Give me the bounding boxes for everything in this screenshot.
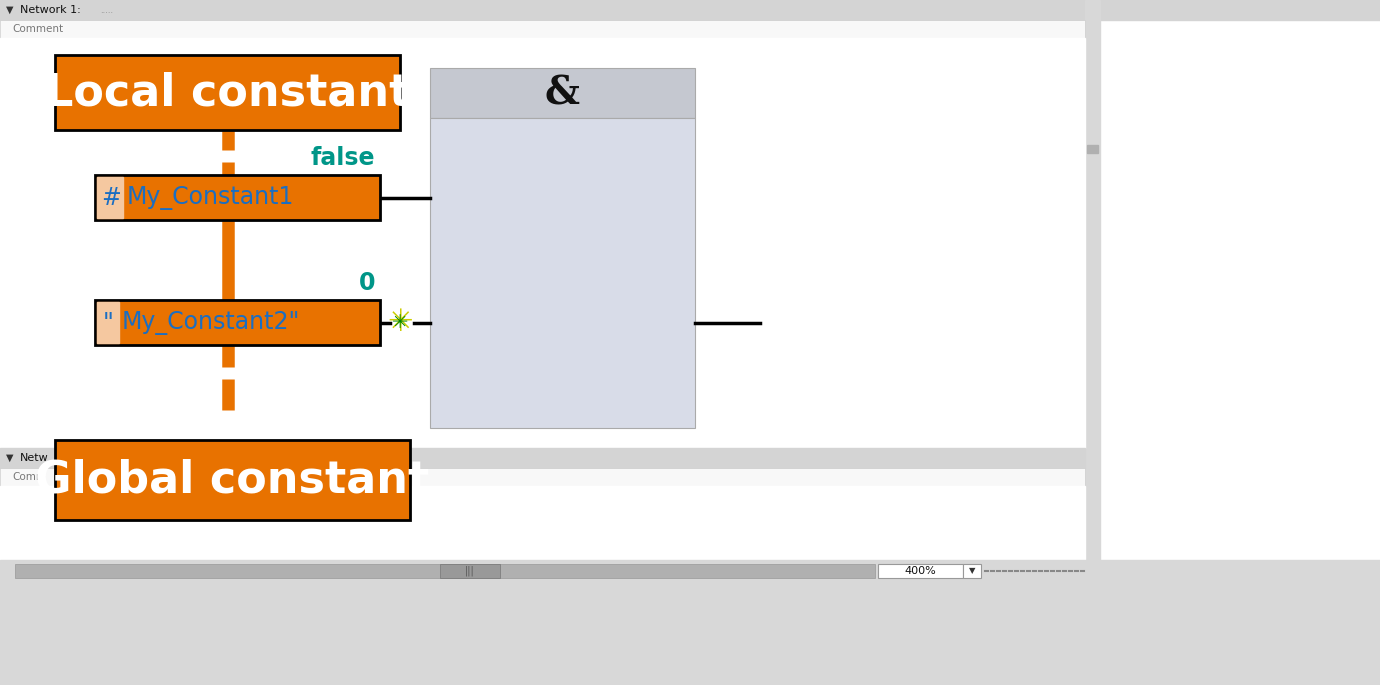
- Text: ▼: ▼: [6, 5, 14, 15]
- Bar: [15, 564, 875, 578]
- Text: Network 1:: Network 1:: [19, 5, 81, 15]
- Text: &: &: [545, 74, 580, 112]
- Bar: [0, 486, 1085, 566]
- Bar: [0, 0, 1380, 20]
- Text: ": ": [102, 310, 113, 334]
- Bar: [963, 564, 981, 578]
- Text: My_Constant1: My_Constant1: [127, 186, 294, 210]
- Bar: [97, 302, 119, 343]
- Bar: [55, 55, 400, 130]
- Text: .....: .....: [99, 5, 113, 14]
- Text: ▼: ▼: [6, 453, 14, 463]
- Text: My_Constant2": My_Constant2": [121, 310, 301, 334]
- Bar: [878, 564, 963, 578]
- Text: Global constant: Global constant: [36, 458, 429, 501]
- Bar: [1085, 0, 1100, 685]
- Bar: [1087, 145, 1098, 153]
- Text: |||: |||: [465, 566, 475, 576]
- Bar: [431, 68, 696, 118]
- Bar: [0, 448, 1085, 468]
- Text: Comm: Comm: [12, 472, 46, 482]
- Text: 0: 0: [359, 271, 375, 295]
- Bar: [55, 440, 410, 520]
- Text: Comment: Comment: [12, 24, 63, 34]
- Text: false: false: [310, 146, 375, 170]
- Text: 400%: 400%: [904, 566, 936, 576]
- Bar: [0, 20, 1085, 38]
- Text: ✳: ✳: [392, 313, 408, 332]
- Text: ✳: ✳: [388, 308, 413, 337]
- Bar: [0, 468, 1085, 486]
- Text: #: #: [101, 186, 121, 210]
- Bar: [0, 560, 1380, 685]
- Bar: [440, 564, 500, 578]
- Bar: [97, 177, 123, 218]
- Bar: [0, 38, 1085, 448]
- Bar: [95, 175, 380, 220]
- Bar: [95, 300, 380, 345]
- Text: Netw: Netw: [19, 453, 48, 463]
- Bar: [431, 118, 696, 428]
- Text: Local constant: Local constant: [44, 71, 410, 114]
- Text: ▼: ▼: [969, 566, 976, 575]
